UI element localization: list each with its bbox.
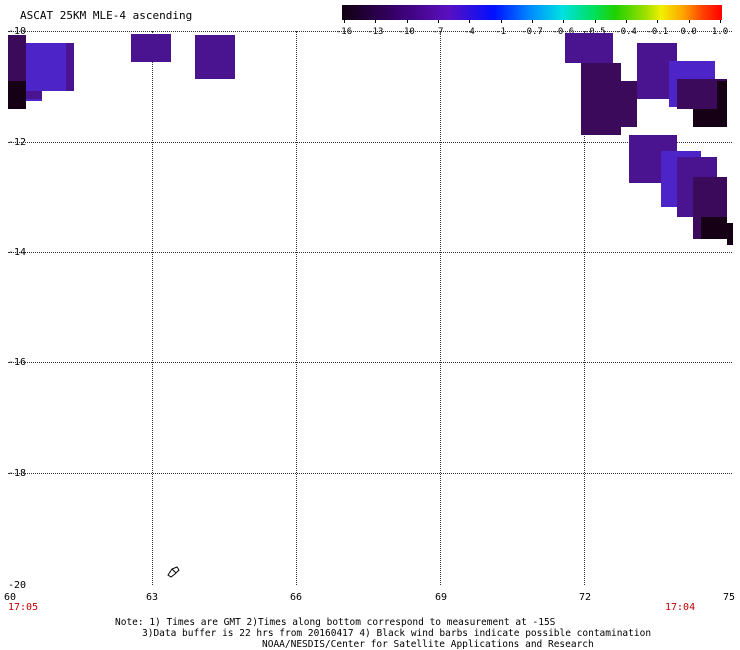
- lon-label: 66: [289, 592, 303, 603]
- swath-cell: [693, 109, 727, 127]
- grid-line-lat-14: [8, 252, 732, 253]
- colorbar-tick-label: -0.1: [646, 27, 669, 37]
- swath-cell: [195, 35, 235, 79]
- colorbar-tick: [500, 20, 502, 23]
- swath-cell: [26, 91, 42, 99]
- grid-line-lat-16: [8, 362, 732, 363]
- grid-line-lon-69: [440, 31, 441, 585]
- colorbar-tick-label: -0.5: [583, 27, 606, 37]
- colorbar-tick: [438, 20, 439, 23]
- grid-line-lat-18: [8, 473, 732, 474]
- colorbar-tick-label: -10: [398, 27, 415, 37]
- colorbar-tick-label: -0.6: [552, 27, 575, 37]
- colorbar-tick: [532, 20, 533, 23]
- swath-cell: [581, 63, 621, 135]
- lon-label: 69: [434, 592, 448, 603]
- colorbar-tick-label: -13: [367, 27, 384, 37]
- lat-label: -16: [8, 357, 27, 368]
- colorbar-tick: [688, 20, 690, 23]
- colorbar-tick: [344, 20, 345, 23]
- colorbar-tick-label: -16: [335, 27, 353, 37]
- lon-label: 72: [578, 592, 592, 603]
- colorbar-tick-label: 1.0: [711, 27, 729, 37]
- swath-cell: [727, 223, 733, 245]
- swath-cell: [42, 43, 66, 91]
- map-title: ASCAT 25KM MLE-4 ascending: [20, 9, 193, 22]
- swath-cell: [26, 43, 42, 101]
- lat-label: -18: [8, 468, 27, 479]
- colorbar-tick: [720, 20, 721, 23]
- colorbar-tick: [375, 20, 377, 23]
- colorbar-tick: [657, 20, 659, 23]
- colorbar-tick: [626, 20, 627, 23]
- colorbar-tick-label: -1: [495, 27, 507, 37]
- time-label-right: 17:04: [665, 602, 696, 613]
- lat-label: -14: [8, 247, 27, 258]
- lat-label: -20: [8, 580, 27, 591]
- lon-label: 75: [722, 592, 736, 603]
- time-label-left: 17:05: [8, 602, 39, 613]
- footnote-line-1: Note: 1) Times are GMT 2)Times along bot…: [115, 617, 556, 628]
- colorbar-tick-label: -0.4: [615, 27, 637, 37]
- grid-line-lon-66: [296, 31, 297, 585]
- grid-line-lat-10: [8, 31, 732, 32]
- swath-cell: [701, 217, 727, 239]
- lon-label: 63: [145, 592, 159, 603]
- footnote-credit: NOAA/NESDIS/Center for Satellite Applica…: [262, 639, 594, 650]
- lon-label: 60: [3, 592, 17, 603]
- footnote-line-2: 3)Data buffer is 22 hrs from 20160417 4)…: [142, 628, 652, 639]
- colorbar-tick-label: -4: [463, 27, 475, 37]
- lat-label: -12: [8, 137, 27, 148]
- lat-label: -10: [8, 26, 27, 37]
- grid-line-lon-72: [584, 31, 585, 585]
- grid-line-lat-12: [8, 142, 732, 143]
- grid-line-lon-63: [152, 31, 153, 585]
- colorbar: [342, 5, 722, 20]
- colorbar-tick: [406, 20, 408, 23]
- colorbar-tick-label: 0.0: [680, 27, 697, 37]
- colorbar-tick: [594, 20, 596, 23]
- swath-cell: [565, 33, 613, 63]
- map-frame: [8, 31, 732, 585]
- swath-cell: [621, 81, 637, 127]
- colorbar-tick-label: -0.7: [521, 27, 543, 37]
- swath-cell: [66, 43, 74, 91]
- colorbar-tick: [563, 20, 565, 23]
- swath-cell: [717, 81, 727, 109]
- colorbar-tick-label: -7: [432, 27, 444, 37]
- wind-barb-icon: [167, 566, 180, 578]
- colorbar-tick: [469, 20, 471, 23]
- map-plot-area: [8, 31, 733, 585]
- swath-cell: [8, 81, 26, 109]
- swath-cell: [131, 34, 171, 62]
